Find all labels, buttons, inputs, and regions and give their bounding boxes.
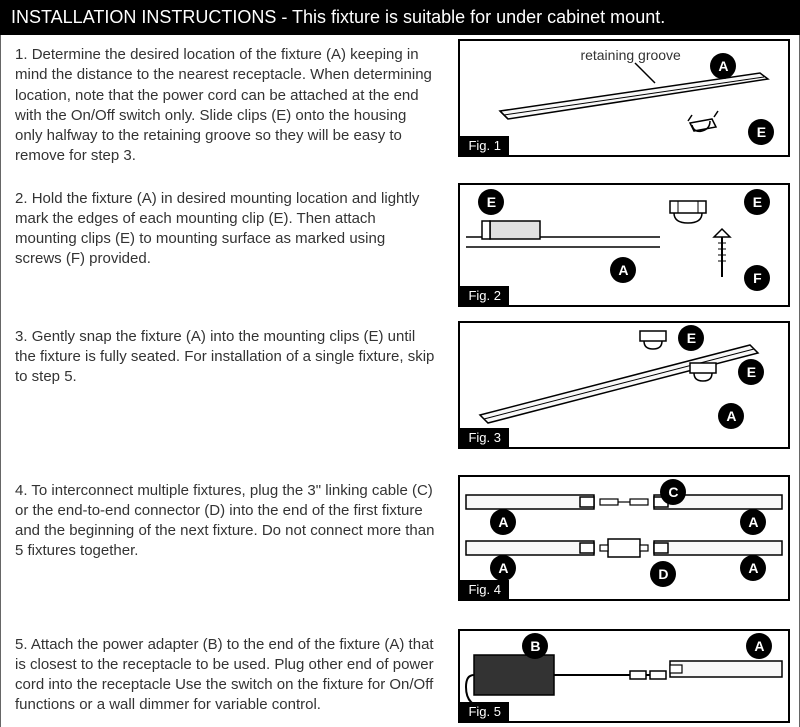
fig5-box: B A Fig. 5 [458, 629, 790, 723]
fig2-svg [460, 185, 788, 305]
step-5-body: Attach the power adapter (B) to the end … [15, 636, 434, 714]
fig5-badge-a: A [746, 633, 772, 659]
step-1-text: 1. Determine the desired location of the… [1, 35, 450, 173]
step-4-text: 4. To interconnect multiple fixtures, pl… [1, 471, 450, 605]
fig3-label: Fig. 3 [460, 428, 509, 447]
header-bar: INSTALLATION INSTRUCTIONS - This fixture… [0, 0, 800, 35]
fig4-badge-a4: A [740, 555, 766, 581]
step-5-text: 5. Attach the power adapter (B) to the e… [1, 625, 450, 727]
step-3-num: 3. [15, 328, 28, 345]
fig5-col: B A Fig. 5 [450, 625, 799, 727]
fig2-badge-f: F [744, 265, 770, 291]
fig5-label: Fig. 5 [460, 702, 509, 721]
fig4-badge-d: D [650, 561, 676, 587]
fig2-badge-e1: E [478, 189, 504, 215]
fig3-box: E E A Fig. 3 [458, 321, 790, 449]
fig4-col: C A A A A D Fig. 4 [450, 471, 799, 605]
fig2-badge-e2: E [744, 189, 770, 215]
step-row-2: 2. Hold the fixture (A) in desired mount… [1, 179, 799, 311]
step-row-1: 1. Determine the desired location of the… [1, 35, 799, 173]
fig4-label: Fig. 4 [460, 580, 509, 599]
fig4-box: C A A A A D Fig. 4 [458, 475, 790, 601]
fig2-col: E E A F Fig. 2 [450, 179, 799, 311]
fig3-badge-e2: E [738, 359, 764, 385]
step-row-4: 4. To interconnect multiple fixtures, pl… [1, 471, 799, 605]
fig3-badge-e1: E [678, 325, 704, 351]
fig5-svg [460, 631, 788, 721]
fig3-svg [460, 323, 788, 447]
step-4-body: To interconnect multiple fixtures, plug … [15, 482, 434, 560]
step-row-5: 5. Attach the power adapter (B) to the e… [1, 625, 799, 727]
step-row-3: 3. Gently snap the fixture (A) into the … [1, 317, 799, 453]
fig4-svg [460, 477, 788, 599]
fig4-badge-a3: A [490, 555, 516, 581]
fig1-box: retaining groove A E Fig. 1 [458, 39, 790, 157]
fig2-box: E E A F Fig. 2 [458, 183, 790, 307]
step-1-num: 1. [15, 46, 28, 63]
fig4-badge-a2: A [740, 509, 766, 535]
fig1-callout: retaining groove [580, 47, 680, 63]
fig5-badge-b: B [522, 633, 548, 659]
step-4-num: 4. [15, 482, 28, 499]
fig2-badge-a: A [610, 257, 636, 283]
step-2-num: 2. [15, 190, 28, 207]
fig1-col: retaining groove A E Fig. 1 [450, 35, 799, 173]
fig3-badge-a: A [718, 403, 744, 429]
fig2-label: Fig. 2 [460, 286, 509, 305]
step-5-num: 5. [15, 636, 28, 653]
fig4-badge-c: C [660, 479, 686, 505]
step-1-body: Determine the desired location of the fi… [15, 46, 432, 164]
fig1-label: Fig. 1 [460, 136, 509, 155]
step-2-body: Hold the fixture (A) in desired mounting… [15, 190, 419, 268]
fig4-badge-a1: A [490, 509, 516, 535]
content-area: 1. Determine the desired location of the… [0, 35, 800, 727]
step-2-text: 2. Hold the fixture (A) in desired mount… [1, 179, 450, 311]
fig3-col: E E A Fig. 3 [450, 317, 799, 453]
step-3-text: 3. Gently snap the fixture (A) into the … [1, 317, 450, 453]
step-3-body: Gently snap the fixture (A) into the mou… [15, 328, 434, 386]
